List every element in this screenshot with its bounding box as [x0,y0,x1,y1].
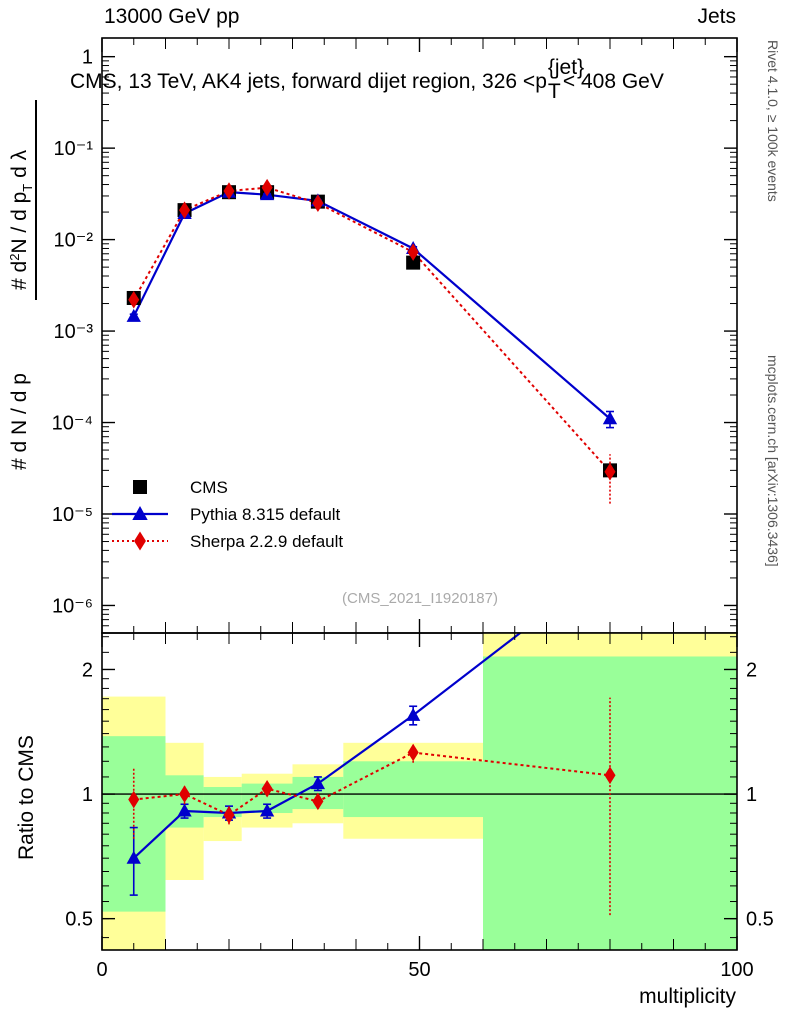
legend-label: CMS [190,478,228,497]
data-point-diamond [223,806,235,824]
data-point-diamond [261,779,273,798]
y-tick-label-main: 10⁻⁴ [52,413,93,435]
header-right-label: Jets [697,5,736,28]
data-point-triangle [132,505,148,520]
series-line-sherpa [132,186,611,473]
data-point-diamond [128,790,140,809]
plot-title-superscript: {jet} [548,56,584,79]
data-point-triangle [126,308,141,322]
data-point-diamond [312,194,324,212]
data-point-diamond [179,785,191,803]
y-tick-label-main: 1 [82,47,93,69]
data-point-triangle [310,776,326,790]
legend: CMS Pythia 8.315 default Sherpa 2.2.9 defa… [112,478,343,551]
plot-title-tail: < 408 GeV [563,70,664,93]
plot-title: CMS, 13 TeV, AK4 jets, forward dijet reg… [70,56,664,103]
x-tick-label: 50 [408,959,430,981]
data-point-triangle [259,803,275,817]
legend-item: CMS [133,478,228,497]
legend-item: Pythia 8.315 default [112,505,341,524]
data-point-triangle [602,411,618,425]
ratio-panel: 2 2 1 1 0.5 0.5 0 50 100 [65,632,774,981]
legend-label: Pythia 8.315 default [190,505,341,524]
legend-item: Sherpa 2.2.9 default [112,531,343,551]
data-point-diamond [407,243,419,261]
y-axis-label-ratio: Ratio to CMS [15,735,38,860]
y-axis-label-main: # d2N / d pT d λ # d N / d p [7,100,37,470]
data-point-square [406,255,421,270]
y-tick-label-main: 10⁻¹ [54,138,94,160]
data-point-diamond [407,743,419,762]
main-panel: 1 10⁻¹ 10⁻² 10⁻³ 10⁻⁴ 10⁻⁵ 10⁻⁶ [52,37,738,634]
data-point-diamond [223,182,235,200]
side-label-bottom: mcplots.cern.ch [arXiv:1306.3436] [765,355,781,567]
y-tick-label-ratio: 2 [82,659,93,681]
y-tick-label-ratio-right: 0.5 [746,909,774,931]
y-tick-label-ratio-right: 2 [746,659,757,681]
y-tick-label-main: 10⁻⁶ [52,595,93,617]
y-tick-label-main: 10⁻³ [54,321,94,343]
y-axis-label-numerator: # d2N / d pT d λ [7,149,35,290]
data-point-square [133,480,147,494]
header-left-label: 13000 GeV pp [104,5,239,28]
plot-header: 13000 GeV pp Jets [0,0,786,32]
data-point-diamond [128,290,140,309]
plot-title-subscript: T [548,80,561,103]
y-tick-label-ratio: 0.5 [65,909,93,931]
y-tick-label-main: 10⁻² [54,230,94,252]
y-tick-label-ratio: 1 [82,784,93,806]
x-axis-label: multiplicity [639,985,736,1008]
series-line-pythia [132,191,611,420]
watermark-label: (CMS_2021_I1920187) [342,590,498,607]
plot-title-main: CMS, 13 TeV, AK4 jets, forward dijet reg… [70,70,547,93]
legend-label: Sherpa 2.2.9 default [190,532,343,551]
data-point-triangle [126,850,141,864]
x-tick-label: 0 [96,959,107,981]
data-point-triangle [177,803,192,817]
data-point-diamond [604,766,616,785]
y-tick-label-main: 10⁻⁵ [52,504,93,526]
side-label-top: Rivet 4.1.0, ≥ 100k events [765,40,781,202]
data-point-diamond [179,201,191,219]
data-point-diamond [604,462,616,481]
y-tick-label-ratio-right: 1 [746,784,757,806]
y-axis-label-denominator: # d N / d p [8,373,31,470]
data-point-diamond [134,531,146,551]
data-point-diamond [261,178,273,197]
uncertainty-band-inner [343,761,483,818]
data-point-diamond [312,792,324,811]
x-tick-label: 100 [720,959,753,981]
data-point-triangle [406,707,421,721]
